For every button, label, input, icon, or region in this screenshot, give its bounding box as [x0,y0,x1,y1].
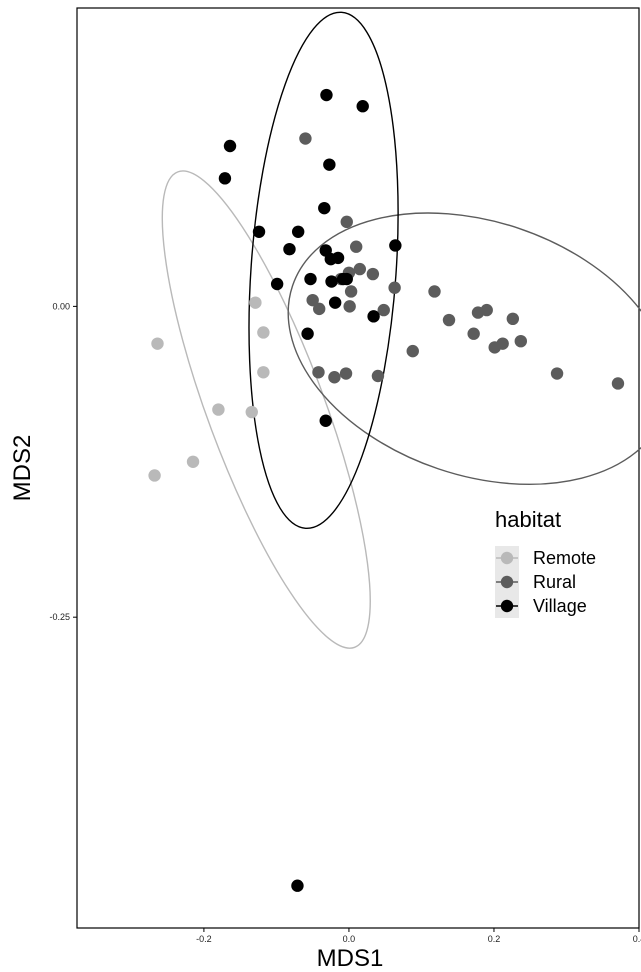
point-rural [366,267,380,281]
point-village [328,296,342,309]
point-village [331,251,345,265]
point-village [270,277,284,291]
x-tick-label: 0.0 [343,934,356,944]
data-points [148,88,625,892]
point-rural [406,344,419,358]
x-tick-label: 0.4 [633,934,641,944]
point-rural [340,215,353,229]
point-rural [371,369,385,383]
legend-key-point [500,575,514,589]
point-rural [611,377,625,390]
point-remote [245,405,258,419]
point-village [318,201,331,215]
point-rural [442,313,456,327]
point-rural [480,303,493,317]
point-remote [148,469,161,482]
point-remote [249,296,262,309]
point-village [301,327,314,340]
point-rural [514,334,527,348]
point-rural [550,367,564,380]
legend: habitat Remote Rural Village [495,507,596,618]
point-rural [313,302,326,316]
point-village [283,242,296,256]
point-rural [506,312,520,326]
point-rural [377,303,390,317]
point-rural [388,281,401,294]
legend-label-rural: Rural [533,572,576,592]
point-rural [496,337,509,350]
y-tick-label: -0.25 [49,612,70,622]
point-village [223,139,237,153]
point-village [340,272,353,286]
point-village [323,158,336,171]
point-remote [186,455,200,468]
point-rural [343,300,356,313]
point-rural [328,371,341,384]
point-village [356,100,369,113]
point-village [291,879,304,892]
point-rural [344,285,358,298]
x-tick-label: 0.2 [488,934,501,944]
point-rural [306,293,319,307]
legend-label-village: Village [533,596,587,616]
confidence-ellipses [161,11,641,649]
ellipse-village [248,11,399,530]
point-rural [353,262,367,276]
legend-key-point [500,551,514,565]
x-tick-label: -0.2 [196,934,212,944]
point-village [291,225,305,238]
point-remote [257,366,270,379]
x-axis-title: MDS1 [317,945,384,972]
point-rural [349,240,363,253]
point-remote [257,326,270,339]
point-remote [151,337,164,350]
point-village [367,310,380,323]
point-rural [339,367,353,380]
point-remote [212,403,225,416]
plot-panel [76,7,640,929]
point-village [320,88,333,102]
y-axis-title: MDS2 [9,435,36,502]
y-tick-label: 0.00 [52,301,70,311]
point-rural [428,285,441,298]
axes: -0.2 0.0 0.2 0.4 0.00 -0.25 [49,301,641,944]
point-village [218,172,232,185]
point-rural [467,327,480,340]
point-rural [312,366,325,379]
ellipse-remote [161,170,371,649]
panel-border [76,7,640,929]
point-rural [299,132,312,145]
legend-title: habitat [495,507,561,532]
point-village [325,275,338,288]
legend-label-remote: Remote [533,548,596,568]
ellipse-rural [287,212,641,485]
point-village [389,239,402,252]
point-village [319,414,332,427]
legend-key-point [500,599,514,613]
point-village [304,272,317,286]
point-village [252,225,266,238]
